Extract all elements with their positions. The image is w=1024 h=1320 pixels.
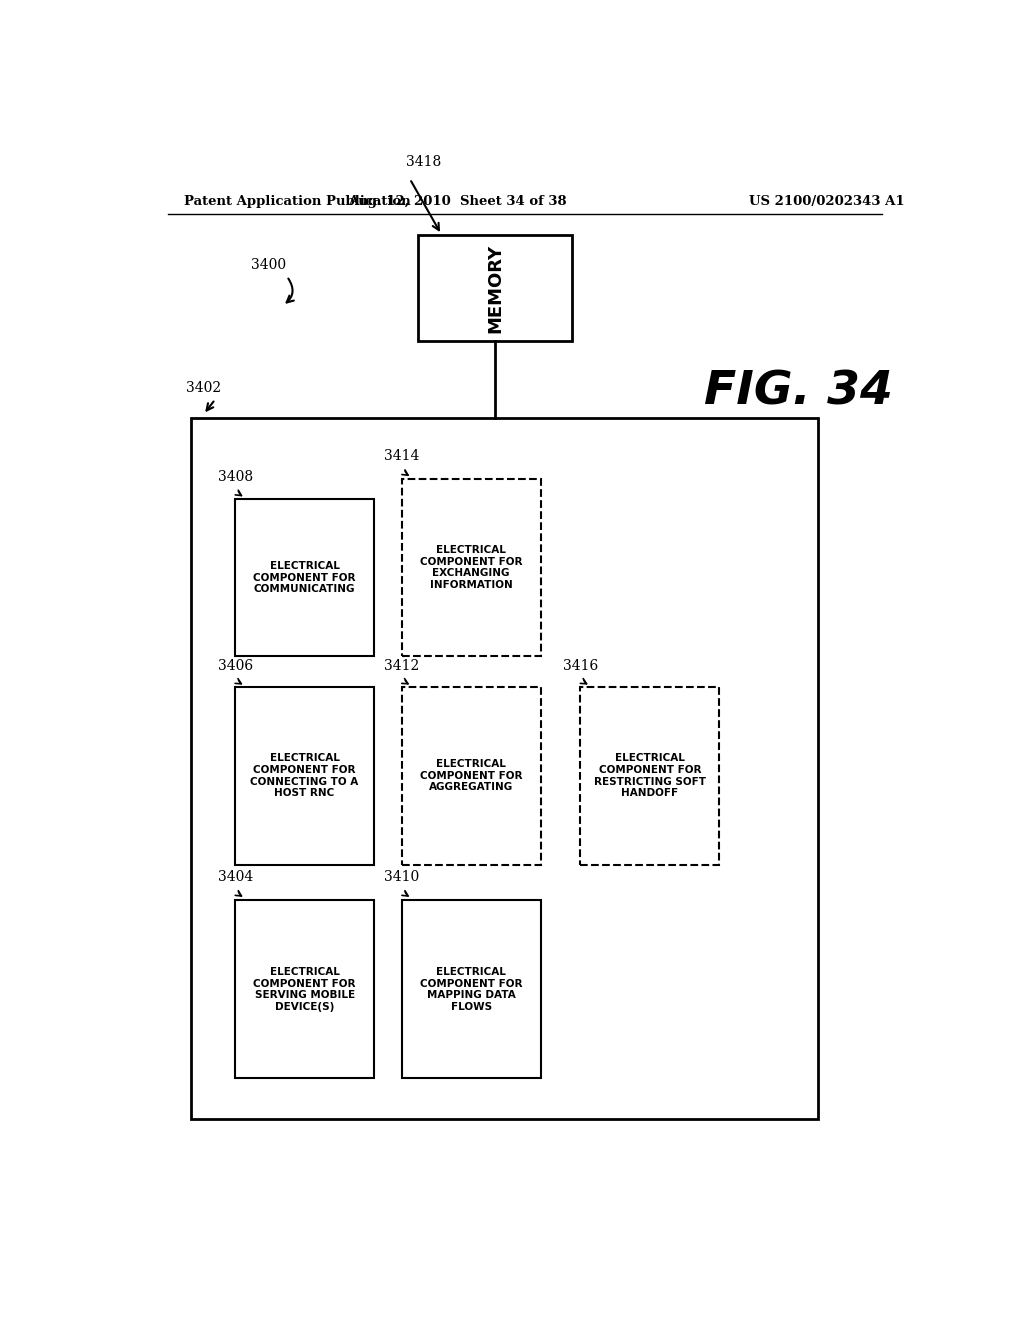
Text: FIG. 34: FIG. 34	[705, 370, 893, 414]
Text: 3416: 3416	[563, 659, 598, 673]
Text: 3402: 3402	[186, 381, 221, 395]
Bar	[236, 900, 374, 1078]
Text: ELECTRICAL
COMPONENT FOR
SERVING MOBILE
DEVICE(S): ELECTRICAL COMPONENT FOR SERVING MOBILE …	[253, 968, 355, 1011]
Text: ELECTRICAL
COMPONENT FOR
AGGREGATING: ELECTRICAL COMPONENT FOR AGGREGATING	[420, 759, 522, 792]
Text: US 2100/0202343 A1: US 2100/0202343 A1	[749, 194, 904, 207]
Text: MEMORY: MEMORY	[486, 243, 504, 333]
Text: 3418: 3418	[406, 154, 441, 169]
Bar	[401, 686, 541, 865]
Text: Patent Application Publication: Patent Application Publication	[183, 194, 411, 207]
Text: ELECTRICAL
COMPONENT FOR
RESTRICTING SOFT
HANDOFF: ELECTRICAL COMPONENT FOR RESTRICTING SOF…	[594, 754, 706, 799]
Bar	[191, 417, 818, 1119]
Text: 3400: 3400	[251, 259, 286, 272]
Text: ELECTRICAL
COMPONENT FOR
MAPPING DATA
FLOWS: ELECTRICAL COMPONENT FOR MAPPING DATA FL…	[420, 968, 522, 1011]
Text: 3412: 3412	[384, 659, 420, 673]
Text: ELECTRICAL
COMPONENT FOR
EXCHANGING
INFORMATION: ELECTRICAL COMPONENT FOR EXCHANGING INFO…	[420, 545, 522, 590]
Bar	[236, 686, 374, 865]
Text: Aug. 12, 2010  Sheet 34 of 38: Aug. 12, 2010 Sheet 34 of 38	[348, 194, 566, 207]
Text: ELECTRICAL
COMPONENT FOR
CONNECTING TO A
HOST RNC: ELECTRICAL COMPONENT FOR CONNECTING TO A…	[251, 754, 358, 799]
Text: 3414: 3414	[384, 449, 420, 463]
Text: 3406: 3406	[218, 659, 253, 673]
Text: ELECTRICAL
COMPONENT FOR
COMMUNICATING: ELECTRICAL COMPONENT FOR COMMUNICATING	[253, 561, 355, 594]
Bar	[401, 479, 541, 656]
Bar	[236, 499, 374, 656]
Text: 3408: 3408	[218, 470, 253, 483]
Text: 3404: 3404	[218, 870, 253, 884]
Text: 3410: 3410	[384, 870, 420, 884]
Bar	[418, 235, 572, 342]
Bar	[581, 686, 719, 865]
Bar	[401, 900, 541, 1078]
